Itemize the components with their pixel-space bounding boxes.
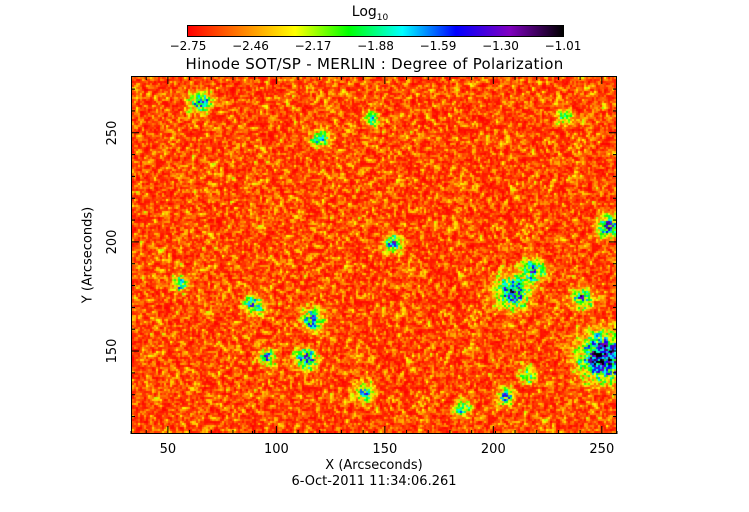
x-axis-label: X (Arcseconds) (325, 458, 423, 473)
colorbar-tick-label: −1.59 (419, 39, 457, 53)
colorbar-tick-label: −2.75 (169, 39, 207, 53)
colorbar-tick-label: −1.30 (482, 39, 519, 53)
y-tick-label: 200 (104, 229, 120, 255)
x-tick-label: 250 (589, 442, 615, 457)
colorbar-tick-label: −2.17 (294, 39, 332, 53)
y-tick-label: 250 (104, 120, 120, 146)
colorbar-label-subscript: 10 (376, 12, 389, 23)
colorbar (187, 25, 564, 37)
colorbar-label-text: Log (351, 4, 377, 20)
x-tick-label: 200 (480, 442, 506, 457)
heatmap-image (132, 77, 616, 433)
colorbar-tick-label: −1.01 (544, 39, 582, 53)
x-tick-label: 50 (159, 442, 177, 457)
y-axis-label: Y (Arcseconds) (80, 206, 96, 304)
colorbar-label: Log10 (340, 4, 400, 23)
y-tick-label: 150 (104, 338, 120, 364)
timestamp: 6-Oct-2011 11:34:06.261 (291, 474, 457, 489)
chart-title: Hinode SOT/SP - MERLIN : Degree of Polar… (185, 55, 564, 73)
heatmap-plot (131, 76, 617, 434)
x-tick-label: 100 (263, 442, 289, 457)
colorbar-tick-label: −2.46 (232, 39, 269, 53)
x-tick-label: 150 (372, 442, 398, 457)
colorbar-tick-label: −1.88 (357, 39, 394, 53)
